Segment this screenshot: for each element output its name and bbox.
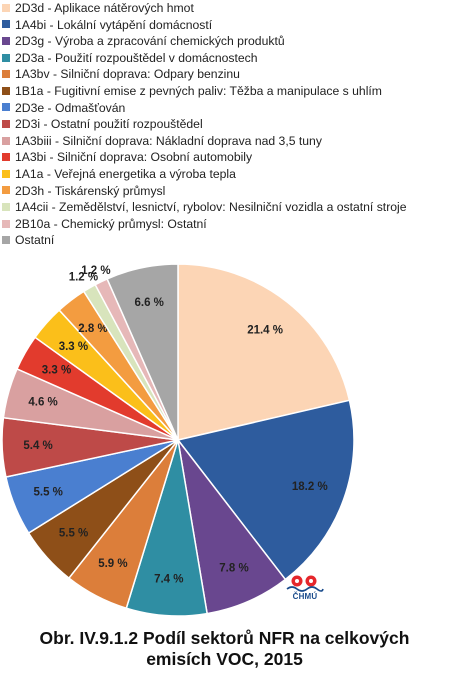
legend-swatch	[2, 103, 10, 112]
caption-line-1: Obr. IV.9.1.2 Podíl sektorů NFR na celko…	[39, 628, 410, 648]
slice-label: 5.4 %	[23, 440, 52, 452]
legend-item: 1A3bi - Silniční doprava: Osobní automob…	[2, 149, 447, 166]
slice-label: 4.6 %	[28, 397, 57, 409]
legend-label: 1A4bi - Lokální vytápění domácností	[15, 17, 213, 32]
legend-swatch	[2, 20, 10, 29]
legend-label: 2D3a - Použití rozpouštědel v domácnoste…	[15, 50, 258, 65]
legend-item: 2D3g - Výroba a zpracování chemických pr…	[2, 33, 447, 50]
legend-label: 1A4cii - Zemědělství, lesnictví, rybolov…	[15, 200, 407, 215]
chmu-logo: ČHMÚ	[285, 574, 325, 608]
legend-swatch	[2, 169, 10, 178]
legend-swatch	[2, 36, 10, 45]
legend-item: 1A3bv - Silniční doprava: Odpary benzinu	[2, 66, 447, 83]
legend-label: 2B10a - Chemický průmysl: Ostatní	[15, 216, 207, 231]
legend-label: 2D3d - Aplikace nátěrových hmot	[15, 1, 194, 15]
logo-text: ČHMÚ	[292, 592, 318, 601]
legend-label: 1A3biii - Silniční doprava: Nákladní dop…	[15, 133, 322, 148]
slice-label: 21.4 %	[247, 324, 283, 336]
legend-item: 1A3biii - Silniční doprava: Nákladní dop…	[2, 133, 447, 150]
legend-label: 2D3h - Tiskárenský průmysl	[15, 183, 166, 198]
legend-swatch	[2, 219, 10, 228]
legend-item: 2D3i - Ostatní použití rozpouštědel	[2, 116, 447, 133]
legend-item: 2B10a - Chemický průmysl: Ostatní	[2, 216, 447, 233]
slice-label: 18.2 %	[292, 481, 328, 493]
slice-label: 5.9 %	[98, 558, 127, 570]
slice-label: 6.6 %	[134, 297, 163, 309]
legend-swatch	[2, 119, 10, 128]
legend-label: 2D3g - Výroba a zpracování chemických pr…	[15, 34, 285, 49]
legend-swatch	[2, 202, 10, 211]
legend-item: 2D3a - Použití rozpouštědel v domácnoste…	[2, 50, 447, 67]
legend-label: 1A3bv - Silniční doprava: Odpary benzinu	[15, 67, 240, 82]
slice-label: 1.2 %	[81, 265, 110, 277]
legend-item: 2D3h - Tiskárenský průmysl	[2, 183, 447, 200]
legend-swatch	[2, 53, 10, 62]
figure-caption: Obr. IV.9.1.2 Podíl sektorů NFR na celko…	[0, 628, 449, 670]
slice-label: 7.8 %	[219, 562, 248, 574]
chart-legend: 2D3d - Aplikace nátěrových hmot 1A4bi - L…	[2, 0, 447, 249]
slice-label: 2.8 %	[78, 323, 107, 335]
legend-item: 2D3d - Aplikace nátěrových hmot	[2, 0, 447, 17]
slice-label: 5.5 %	[59, 527, 88, 539]
legend-item: Ostatní	[2, 232, 447, 249]
slice-label: 7.4 %	[154, 574, 183, 586]
legend-swatch	[2, 236, 10, 245]
legend-swatch	[2, 3, 10, 12]
legend-item: 1A4bi - Lokální vytápění domácností	[2, 17, 447, 34]
pie-slice	[106, 263, 179, 441]
legend-label: 2D3i - Ostatní použití rozpouštědel	[15, 117, 203, 132]
slice-label: 1.2 %	[69, 272, 98, 284]
legend-swatch	[2, 186, 10, 195]
legend-label: Ostatní	[15, 233, 55, 248]
legend-label: 2D3e - Odmašťován	[15, 100, 126, 115]
chmu-logo-icon	[286, 575, 324, 592]
slice-label: 3.3 %	[59, 341, 88, 353]
legend-item: 1B1a - Fugitivní emise z pevných paliv: …	[2, 83, 447, 100]
legend-swatch	[2, 153, 10, 162]
pie-slice	[176, 399, 355, 581]
legend-item: 1A1a - Veřejná energetika a výroba tepla	[2, 166, 447, 183]
legend-item: 2D3e - Odmašťován	[2, 100, 447, 117]
legend-label: 1A3bi - Silniční doprava: Osobní automob…	[15, 150, 253, 165]
pie-slice	[177, 263, 351, 441]
legend-item: 1A4cii - Zemědělství, lesnictví, rybolov…	[2, 199, 447, 216]
legend-label: 1A1a - Veřejná energetika a výroba tepla	[15, 166, 236, 181]
legend-swatch	[2, 86, 10, 95]
slice-label: 3.3 %	[42, 365, 71, 377]
legend-swatch	[2, 136, 10, 145]
caption-line-2: emisích VOC, 2015	[146, 649, 303, 669]
legend-swatch	[2, 70, 10, 79]
slice-label: 5.5 %	[33, 487, 62, 499]
legend-label: 1B1a - Fugitivní emise z pevných paliv: …	[15, 83, 382, 98]
